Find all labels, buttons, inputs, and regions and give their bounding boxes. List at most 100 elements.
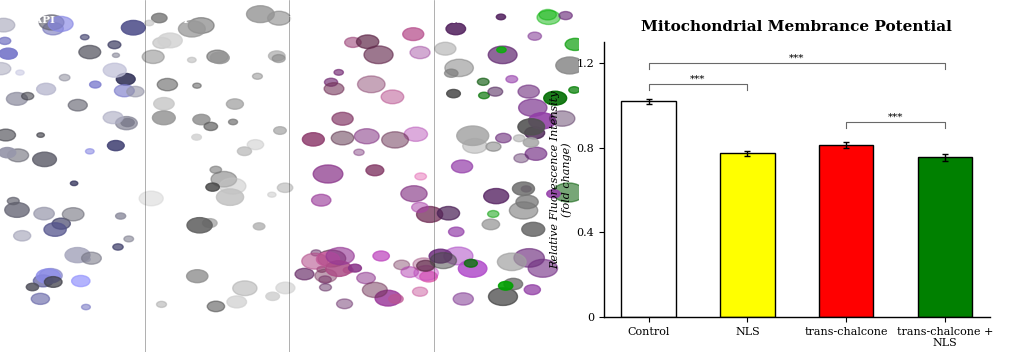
Circle shape <box>32 152 57 166</box>
Circle shape <box>497 253 526 271</box>
Circle shape <box>142 50 164 63</box>
Title: Mitochondrial Membrance Potential: Mitochondrial Membrance Potential <box>641 20 952 34</box>
Circle shape <box>31 293 50 304</box>
Circle shape <box>219 178 246 194</box>
Circle shape <box>43 23 63 35</box>
Circle shape <box>514 249 544 267</box>
Circle shape <box>318 250 346 267</box>
Circle shape <box>547 190 560 198</box>
Circle shape <box>0 63 11 75</box>
Circle shape <box>452 160 473 173</box>
Circle shape <box>477 78 489 86</box>
Circle shape <box>484 189 509 204</box>
Circle shape <box>549 111 574 126</box>
Circle shape <box>495 133 512 143</box>
Circle shape <box>82 257 90 262</box>
Circle shape <box>453 293 473 305</box>
Circle shape <box>565 38 585 50</box>
Circle shape <box>373 251 390 261</box>
Circle shape <box>5 202 29 217</box>
Circle shape <box>0 147 16 158</box>
Bar <box>918 157 972 317</box>
Circle shape <box>430 253 457 269</box>
Circle shape <box>413 258 434 271</box>
Circle shape <box>210 166 221 173</box>
Circle shape <box>463 138 487 153</box>
Circle shape <box>445 59 473 77</box>
Circle shape <box>523 138 539 147</box>
Circle shape <box>394 260 409 270</box>
Circle shape <box>40 15 64 30</box>
Circle shape <box>81 252 102 264</box>
Circle shape <box>319 276 331 283</box>
Circle shape <box>248 140 264 150</box>
Circle shape <box>348 264 361 272</box>
Circle shape <box>401 267 418 277</box>
Circle shape <box>68 99 87 111</box>
Circle shape <box>26 283 39 291</box>
Text: Merge: Merge <box>445 15 481 25</box>
Circle shape <box>356 272 376 284</box>
Circle shape <box>266 292 279 301</box>
Circle shape <box>33 275 53 287</box>
Circle shape <box>268 192 276 197</box>
Circle shape <box>356 35 379 49</box>
Circle shape <box>505 76 518 83</box>
Circle shape <box>496 47 506 53</box>
Circle shape <box>457 126 489 145</box>
Circle shape <box>417 260 434 271</box>
Circle shape <box>516 195 538 209</box>
Circle shape <box>203 219 217 227</box>
Circle shape <box>113 53 120 57</box>
Circle shape <box>382 90 404 104</box>
Circle shape <box>382 132 408 148</box>
Circle shape <box>445 69 458 77</box>
Circle shape <box>364 46 393 64</box>
Circle shape <box>403 28 424 40</box>
Circle shape <box>334 70 343 75</box>
Circle shape <box>518 85 539 98</box>
Circle shape <box>412 202 428 212</box>
Circle shape <box>447 89 461 98</box>
Circle shape <box>401 186 427 202</box>
Circle shape <box>331 131 353 145</box>
Circle shape <box>7 149 28 162</box>
Circle shape <box>6 93 27 105</box>
Circle shape <box>539 10 556 20</box>
Circle shape <box>37 269 60 283</box>
Circle shape <box>216 189 244 206</box>
Circle shape <box>122 20 145 35</box>
Circle shape <box>49 17 73 31</box>
Circle shape <box>108 41 121 49</box>
Circle shape <box>139 191 163 206</box>
Circle shape <box>277 183 292 193</box>
Circle shape <box>522 186 531 192</box>
Circle shape <box>274 127 286 134</box>
Circle shape <box>525 147 547 160</box>
Circle shape <box>226 99 244 109</box>
Circle shape <box>513 182 535 195</box>
Circle shape <box>486 142 501 151</box>
Circle shape <box>232 281 257 296</box>
Circle shape <box>227 296 247 308</box>
Circle shape <box>389 295 403 303</box>
Circle shape <box>354 129 380 144</box>
Circle shape <box>276 282 295 294</box>
Circle shape <box>412 287 427 296</box>
Circle shape <box>108 140 124 151</box>
Circle shape <box>272 55 285 63</box>
Circle shape <box>268 11 290 25</box>
Circle shape <box>253 73 263 79</box>
Circle shape <box>104 112 123 124</box>
Circle shape <box>207 301 224 312</box>
Circle shape <box>187 270 208 283</box>
Circle shape <box>434 42 456 55</box>
Circle shape <box>324 83 344 95</box>
Circle shape <box>488 46 517 64</box>
Circle shape <box>449 227 464 237</box>
Circle shape <box>72 276 90 287</box>
Circle shape <box>415 173 426 180</box>
Circle shape <box>0 37 11 44</box>
Circle shape <box>115 85 134 97</box>
Circle shape <box>62 208 84 221</box>
